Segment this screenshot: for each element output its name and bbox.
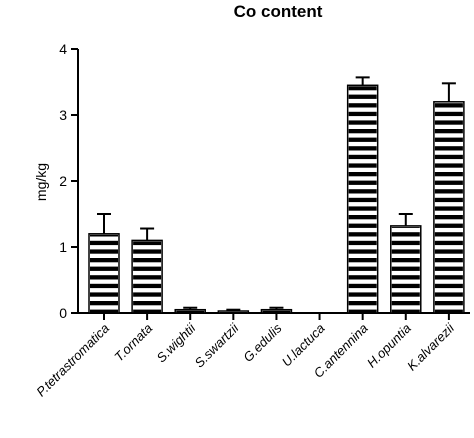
bar-fill xyxy=(219,312,248,313)
x-ticks: P.tetrastromatica T.ornataS.wightiiS.swar… xyxy=(33,313,458,399)
x-tick-label: K.alvarezii xyxy=(404,320,458,374)
bar-fill xyxy=(176,310,205,313)
bars xyxy=(88,76,465,314)
bar-fill xyxy=(262,310,291,313)
bar-fill xyxy=(90,234,118,313)
y-tick-label: 4 xyxy=(59,41,67,57)
x-tick-label: T.ornata xyxy=(111,321,155,365)
chart-title: Co content xyxy=(234,2,323,21)
y-tick-label: 2 xyxy=(59,173,67,189)
x-tick-label: S.swartzii xyxy=(192,320,243,371)
bar-fill xyxy=(348,86,377,313)
bar-fill xyxy=(434,102,463,313)
bar-fill xyxy=(133,241,162,313)
y-tick-label: 3 xyxy=(59,107,67,123)
y-tick-label: 1 xyxy=(59,239,67,255)
y-axis-label: mg/kg xyxy=(33,163,49,201)
y-ticks: 0 1 2 3 4 xyxy=(59,41,78,321)
y-tick-label: 0 xyxy=(59,305,67,321)
x-tick-label: P.tetrastromatica xyxy=(33,321,112,400)
bar-fill xyxy=(391,226,420,313)
